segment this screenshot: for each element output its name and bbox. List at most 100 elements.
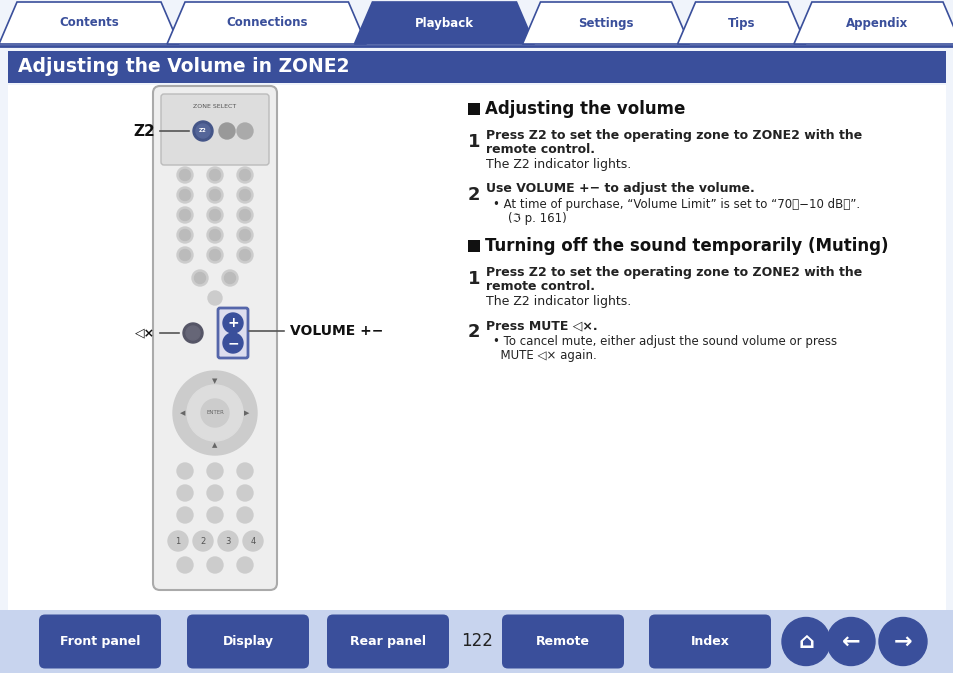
Text: Index: Index bbox=[690, 635, 729, 648]
Circle shape bbox=[177, 247, 193, 263]
Text: −: − bbox=[227, 336, 238, 350]
Text: ←: ← bbox=[841, 631, 860, 651]
Text: +: + bbox=[227, 316, 238, 330]
Text: Use VOLUME +− to adjust the volume.: Use VOLUME +− to adjust the volume. bbox=[485, 182, 754, 195]
Circle shape bbox=[168, 531, 188, 551]
Circle shape bbox=[236, 557, 253, 573]
Text: ▶: ▶ bbox=[244, 410, 250, 416]
Circle shape bbox=[239, 170, 251, 180]
Text: Z2: Z2 bbox=[199, 129, 207, 133]
Text: remote control.: remote control. bbox=[485, 143, 595, 156]
Text: remote control.: remote control. bbox=[485, 280, 595, 293]
Text: Turning off the sound temporarily (Muting): Turning off the sound temporarily (Mutin… bbox=[484, 237, 887, 255]
Circle shape bbox=[207, 463, 223, 479]
Circle shape bbox=[179, 170, 191, 180]
Circle shape bbox=[224, 273, 235, 283]
Circle shape bbox=[177, 167, 193, 183]
Text: ◀: ◀ bbox=[180, 410, 186, 416]
Circle shape bbox=[223, 333, 243, 353]
FancyBboxPatch shape bbox=[501, 614, 623, 668]
Text: Press Z2 to set the operating zone to ZONE2 with the: Press Z2 to set the operating zone to ZO… bbox=[485, 129, 862, 142]
Text: Settings: Settings bbox=[578, 17, 633, 30]
Circle shape bbox=[223, 313, 243, 333]
Text: Adjusting the Volume in ZONE2: Adjusting the Volume in ZONE2 bbox=[18, 57, 349, 77]
Circle shape bbox=[239, 209, 251, 221]
Circle shape bbox=[210, 190, 220, 201]
Text: Appendix: Appendix bbox=[845, 17, 907, 30]
Circle shape bbox=[177, 227, 193, 243]
Circle shape bbox=[236, 123, 253, 139]
Text: ◁×: ◁× bbox=[134, 326, 154, 339]
FancyBboxPatch shape bbox=[327, 614, 449, 668]
FancyBboxPatch shape bbox=[218, 308, 248, 358]
FancyBboxPatch shape bbox=[648, 614, 770, 668]
Circle shape bbox=[187, 385, 243, 441]
Text: 1: 1 bbox=[175, 536, 180, 546]
Circle shape bbox=[219, 123, 234, 139]
Text: VOLUME +−: VOLUME +− bbox=[290, 324, 383, 338]
Circle shape bbox=[207, 557, 223, 573]
Polygon shape bbox=[677, 2, 805, 44]
Circle shape bbox=[210, 209, 220, 221]
Circle shape bbox=[239, 190, 251, 201]
Circle shape bbox=[201, 399, 229, 427]
Circle shape bbox=[207, 507, 223, 523]
Text: Remote: Remote bbox=[536, 635, 589, 648]
Text: The Z2 indicator lights.: The Z2 indicator lights. bbox=[485, 295, 631, 308]
Circle shape bbox=[210, 170, 220, 180]
Circle shape bbox=[207, 187, 223, 203]
Text: 3: 3 bbox=[225, 536, 231, 546]
Circle shape bbox=[210, 250, 220, 260]
Circle shape bbox=[179, 209, 191, 221]
Circle shape bbox=[239, 250, 251, 260]
Circle shape bbox=[177, 463, 193, 479]
Circle shape bbox=[179, 229, 191, 240]
FancyBboxPatch shape bbox=[161, 94, 269, 165]
Text: ▼: ▼ bbox=[213, 378, 217, 384]
Text: ZONE SELECT: ZONE SELECT bbox=[193, 104, 236, 108]
FancyBboxPatch shape bbox=[468, 103, 479, 115]
Circle shape bbox=[781, 618, 829, 666]
Circle shape bbox=[177, 187, 193, 203]
Text: The Z2 indicator lights.: The Z2 indicator lights. bbox=[485, 158, 631, 171]
Circle shape bbox=[186, 326, 200, 340]
FancyBboxPatch shape bbox=[39, 614, 161, 668]
Circle shape bbox=[222, 270, 237, 286]
Text: Press MUTE ◁×.: Press MUTE ◁×. bbox=[485, 319, 597, 332]
Circle shape bbox=[236, 187, 253, 203]
Polygon shape bbox=[167, 2, 366, 44]
Circle shape bbox=[177, 485, 193, 501]
Circle shape bbox=[236, 207, 253, 223]
Text: Press Z2 to set the operating zone to ZONE2 with the: Press Z2 to set the operating zone to ZO… bbox=[485, 266, 862, 279]
Text: 1: 1 bbox=[468, 270, 480, 288]
Polygon shape bbox=[522, 2, 689, 44]
Circle shape bbox=[236, 227, 253, 243]
Circle shape bbox=[177, 507, 193, 523]
Polygon shape bbox=[355, 2, 534, 44]
FancyBboxPatch shape bbox=[0, 610, 953, 673]
Circle shape bbox=[236, 247, 253, 263]
Circle shape bbox=[183, 323, 203, 343]
Text: • At time of purchase, “Volume Limit” is set to “70（−10 dB）”.: • At time of purchase, “Volume Limit” is… bbox=[493, 198, 860, 211]
Text: Tips: Tips bbox=[727, 17, 755, 30]
Text: Display: Display bbox=[222, 635, 274, 648]
Text: Connections: Connections bbox=[226, 17, 307, 30]
Text: 4: 4 bbox=[250, 536, 255, 546]
FancyBboxPatch shape bbox=[152, 86, 276, 590]
Circle shape bbox=[179, 190, 191, 201]
Circle shape bbox=[878, 618, 926, 666]
Circle shape bbox=[218, 531, 237, 551]
Circle shape bbox=[210, 229, 220, 240]
Circle shape bbox=[208, 291, 222, 305]
Circle shape bbox=[207, 227, 223, 243]
Text: MUTE ◁× again.: MUTE ◁× again. bbox=[493, 349, 597, 362]
Text: Contents: Contents bbox=[59, 17, 119, 30]
Circle shape bbox=[236, 485, 253, 501]
Circle shape bbox=[207, 167, 223, 183]
Text: Z2: Z2 bbox=[133, 124, 154, 139]
Text: Adjusting the volume: Adjusting the volume bbox=[484, 100, 684, 118]
Circle shape bbox=[192, 270, 208, 286]
Circle shape bbox=[239, 229, 251, 240]
Text: 122: 122 bbox=[460, 633, 493, 651]
Circle shape bbox=[207, 485, 223, 501]
